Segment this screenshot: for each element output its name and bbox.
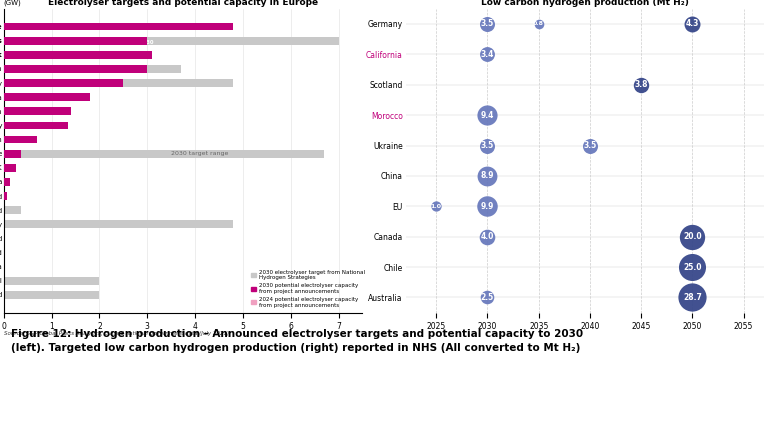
Title: Low carbon hydrogen production (Mt H₂): Low carbon hydrogen production (Mt H₂) <box>481 0 689 7</box>
Text: 3.8: 3.8 <box>634 80 648 89</box>
Text: (GW): (GW) <box>4 0 22 6</box>
Point <box>687 233 699 240</box>
Text: 0.8: 0.8 <box>533 22 545 26</box>
Bar <box>4 37 339 44</box>
Text: 4.0: 4.0 <box>481 232 494 241</box>
Bar <box>4 107 51 115</box>
Point <box>687 294 699 301</box>
Bar <box>4 192 7 200</box>
Bar <box>4 150 324 158</box>
Bar <box>4 51 152 59</box>
Bar <box>4 37 145 44</box>
Bar <box>4 164 16 172</box>
Text: 1.0: 1.0 <box>431 204 442 209</box>
Legend: 2030 electrolyser target from National
Hydrogen Strategies, 2030 potential elect: 2030 electrolyser target from National H… <box>249 268 367 310</box>
Text: 2024: 2024 <box>126 36 141 41</box>
Bar <box>4 164 16 172</box>
Point <box>482 112 494 119</box>
Text: 2030: 2030 <box>140 40 154 45</box>
Bar <box>4 93 90 101</box>
Point <box>482 142 494 149</box>
Point <box>482 51 494 58</box>
Bar <box>4 277 100 285</box>
Point <box>687 264 699 271</box>
Text: 9.4: 9.4 <box>481 110 494 120</box>
Text: 20.0: 20.0 <box>683 232 702 241</box>
Bar <box>4 51 152 59</box>
Bar <box>4 150 21 158</box>
Text: 25.0: 25.0 <box>684 263 702 271</box>
Text: 8.9: 8.9 <box>481 172 495 180</box>
Point <box>532 21 545 28</box>
Text: 4.3: 4.3 <box>686 19 699 29</box>
Bar <box>4 65 147 73</box>
Bar <box>4 22 233 30</box>
Text: Figure 12: Hydrogen production – Announced electrolyser targets and potential ca: Figure 12: Hydrogen production – Announc… <box>12 329 584 353</box>
Bar <box>4 192 6 200</box>
Bar <box>4 121 68 129</box>
Bar <box>4 150 21 158</box>
Point <box>482 172 494 180</box>
Text: 3.5: 3.5 <box>481 19 494 29</box>
Title: Electrolyser targets and potential capacity in Europe: Electrolyser targets and potential capac… <box>48 0 318 7</box>
Bar <box>4 65 128 73</box>
Text: 3.4: 3.4 <box>481 50 494 59</box>
Bar <box>4 79 233 87</box>
Text: 9.9: 9.9 <box>481 202 494 211</box>
Text: 3.5: 3.5 <box>584 141 597 150</box>
Point <box>635 81 647 88</box>
Bar <box>4 22 233 30</box>
Point <box>687 21 699 28</box>
Bar <box>4 178 8 186</box>
Bar <box>4 79 28 87</box>
Point <box>584 142 596 149</box>
Bar <box>4 206 21 214</box>
Bar <box>4 220 233 228</box>
Bar <box>4 291 100 299</box>
Bar <box>4 37 147 44</box>
Text: 2.5: 2.5 <box>481 293 494 302</box>
Point <box>482 21 494 28</box>
Text: 2030 target range: 2030 target range <box>171 151 229 156</box>
Point <box>482 203 494 210</box>
Bar <box>4 136 38 143</box>
Bar <box>4 107 71 115</box>
Text: 3.5: 3.5 <box>481 141 494 150</box>
Bar <box>4 79 124 87</box>
Bar <box>4 178 9 186</box>
Text: 28.7: 28.7 <box>683 293 702 302</box>
Bar <box>4 65 180 73</box>
Point <box>482 294 494 301</box>
Point <box>482 233 494 240</box>
Bar <box>4 22 233 30</box>
Text: Source: S&P Global Platts Analytics, EU and national government data (July 2021): Source: S&P Global Platts Analytics, EU … <box>4 331 229 336</box>
Point <box>430 203 442 210</box>
